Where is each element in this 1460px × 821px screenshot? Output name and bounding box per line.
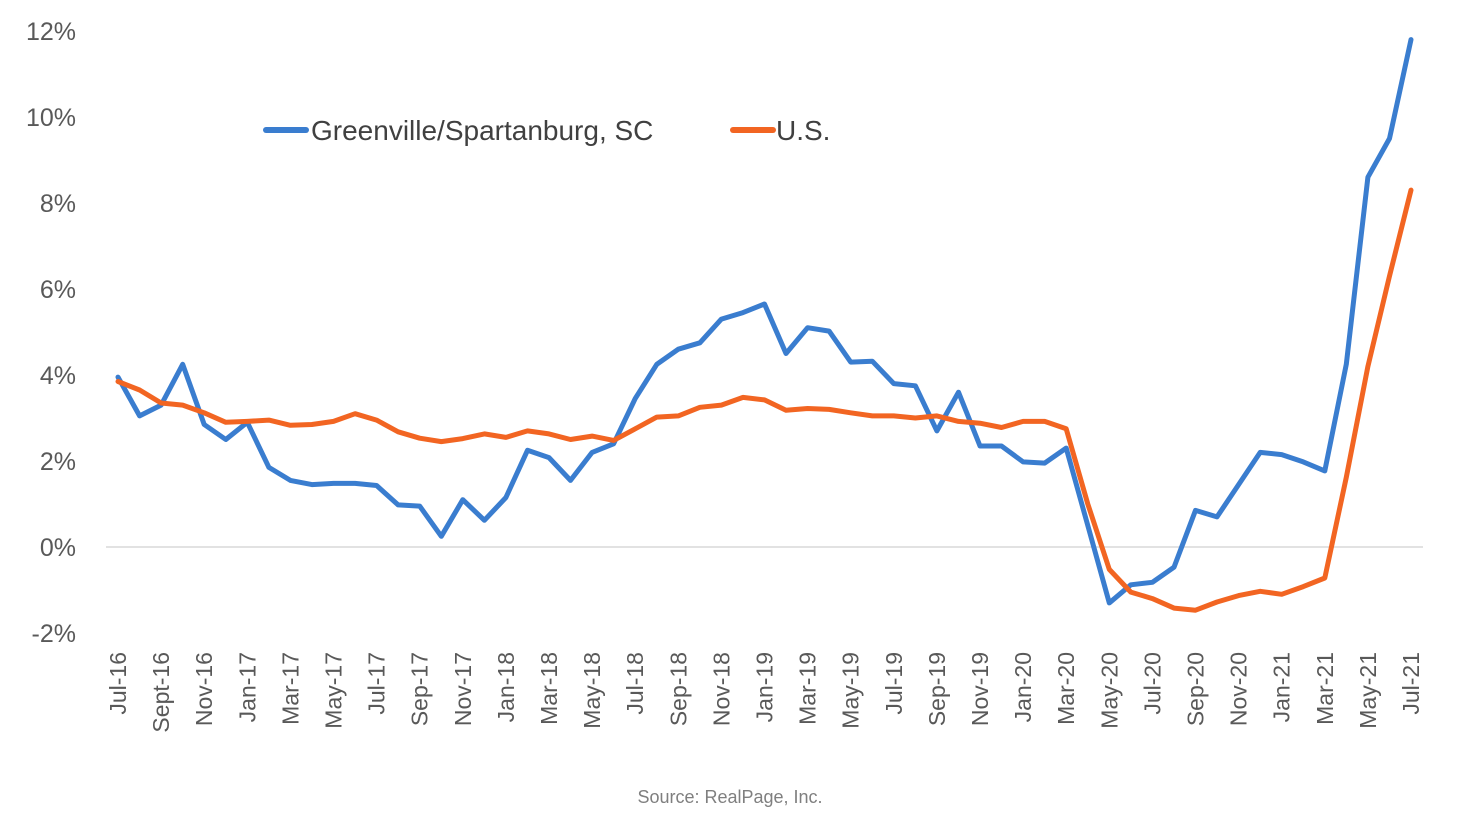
- legend-item: Greenville/Spartanburg, SC: [263, 115, 653, 146]
- x-tick-label: Mar-19: [795, 652, 821, 725]
- y-tick-label: 12%: [26, 18, 76, 46]
- y-tick-label: 4%: [40, 362, 76, 390]
- x-tick-label: Jul-21: [1398, 652, 1424, 715]
- x-tick-label: Jul-18: [622, 652, 648, 715]
- x-tick-label: Jan-21: [1269, 652, 1295, 722]
- x-tick-label: Nov-18: [708, 652, 734, 726]
- x-tick-label: Nov-16: [191, 652, 217, 726]
- x-tick-label: May-18: [579, 652, 605, 729]
- x-tick-label: Jul-20: [1139, 652, 1165, 715]
- y-axis: -2% 0% 2% 4% 6% 8% 10% 12%: [26, 18, 76, 648]
- x-tick-label: Jan-18: [493, 652, 519, 722]
- x-tick-label: Sep-17: [407, 652, 433, 726]
- x-tick-label: Jan-19: [752, 652, 778, 722]
- x-tick-label: Nov-17: [450, 652, 476, 726]
- legend-item: U.S.: [730, 115, 830, 146]
- series-layer: [115, 37, 1414, 613]
- x-tick-label: Sep-20: [1183, 652, 1209, 726]
- x-tick-label: May-17: [321, 652, 347, 729]
- legend-label: Greenville/Spartanburg, SC: [311, 115, 653, 146]
- x-tick-label: May-19: [838, 652, 864, 729]
- x-tick-label: Sep-19: [924, 652, 950, 726]
- x-tick-label: Mar-17: [277, 652, 303, 725]
- y-tick-label: 2%: [40, 448, 76, 476]
- series-line-us: [115, 187, 1414, 613]
- x-tick-label: Jan-17: [234, 652, 260, 722]
- x-tick-label: Jul-17: [364, 652, 390, 715]
- x-tick-label: Mar-20: [1053, 652, 1079, 725]
- x-tick-label: Sep-18: [665, 652, 691, 726]
- y-tick-label: 10%: [26, 104, 76, 132]
- x-tick-label: Jul-16: [105, 652, 131, 715]
- x-tick-label: Nov-19: [967, 652, 993, 726]
- source-note: Source: RealPage, Inc.: [637, 787, 823, 807]
- y-tick-label: -2%: [32, 620, 76, 648]
- x-axis: Jul-16 Sept-16 Nov-16 Jan-17 Mar-17 May-17 Jul…: [105, 652, 1424, 733]
- series-line-greenville-spartanburg: [115, 37, 1414, 606]
- y-tick-label: 8%: [40, 190, 76, 218]
- x-tick-label: Mar-18: [536, 652, 562, 725]
- legend-label: U.S.: [776, 115, 830, 146]
- x-tick-label: Jul-19: [881, 652, 907, 715]
- y-tick-label: 6%: [40, 276, 76, 304]
- x-tick-label: Sept-16: [148, 652, 174, 733]
- x-tick-label: Jan-20: [1010, 652, 1036, 722]
- x-tick-label: May-21: [1355, 652, 1381, 729]
- x-tick-label: Mar-21: [1312, 652, 1338, 725]
- legend: Greenville/Spartanburg, SC U.S.: [263, 115, 830, 146]
- x-tick-label: May-20: [1096, 652, 1122, 729]
- x-tick-label: Nov-20: [1226, 652, 1252, 726]
- y-tick-label: 0%: [40, 534, 76, 562]
